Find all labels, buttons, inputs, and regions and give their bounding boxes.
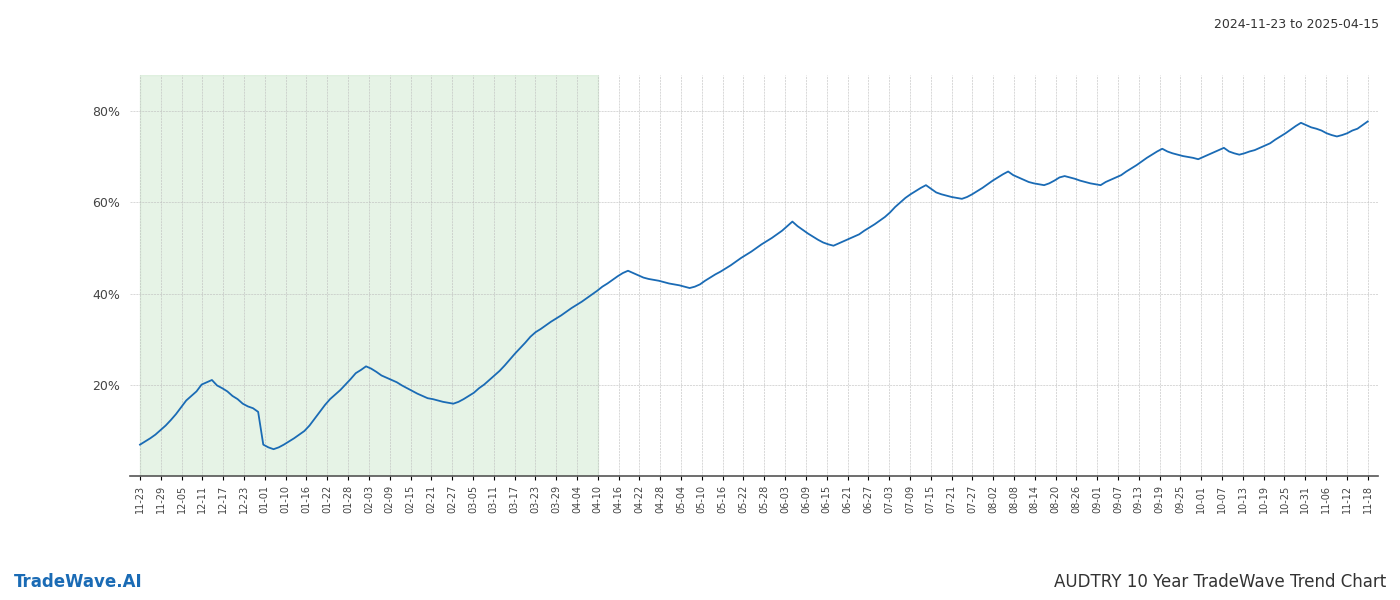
Text: AUDTRY 10 Year TradeWave Trend Chart: AUDTRY 10 Year TradeWave Trend Chart <box>1054 573 1386 591</box>
Text: 2024-11-23 to 2025-04-15: 2024-11-23 to 2025-04-15 <box>1214 18 1379 31</box>
Text: TradeWave.AI: TradeWave.AI <box>14 573 143 591</box>
Bar <box>140 75 598 476</box>
